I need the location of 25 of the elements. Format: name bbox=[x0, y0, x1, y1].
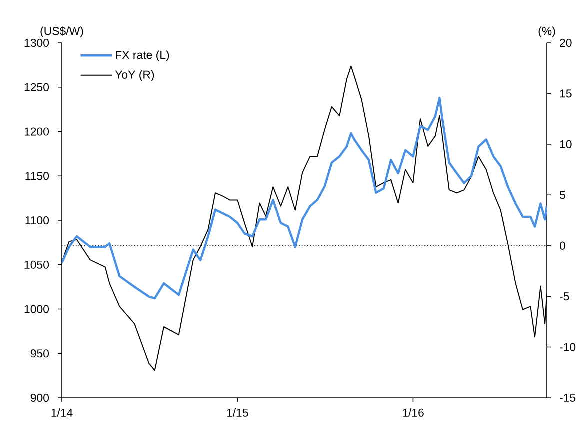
y-tick-label: 950 bbox=[30, 350, 50, 358]
legend-label: FX rate (L) bbox=[116, 50, 170, 62]
y2-tick-label: -5 bbox=[560, 292, 570, 301]
y2-tick-label: -10 bbox=[560, 343, 576, 352]
y2-tick-label: 5 bbox=[560, 191, 566, 200]
y2-tick-label: 15 bbox=[560, 90, 572, 98]
x-tick-label: 1/15 bbox=[227, 408, 248, 417]
x-tick-label: 1/14 bbox=[52, 408, 73, 417]
y-tick-label: 1200 bbox=[24, 128, 50, 136]
y2-tick-label: -15 bbox=[560, 394, 576, 402]
y-axis-title: (US$/W) bbox=[40, 26, 84, 38]
x-tick-label: 1/16 bbox=[402, 408, 424, 417]
y2-tick-label: 20 bbox=[560, 38, 572, 48]
line-series bbox=[62, 96, 548, 300]
y-tick-label: 1300 bbox=[24, 38, 50, 48]
y2-tick-label: 10 bbox=[560, 140, 572, 148]
y-tick-label: 1100 bbox=[26, 216, 50, 225]
y-tick-label: 1250 bbox=[24, 83, 50, 92]
y2-axis-title: (%) bbox=[538, 26, 556, 38]
y-tick-label: 900 bbox=[30, 394, 50, 402]
y-tick-label: 1050 bbox=[24, 260, 50, 269]
legend-label: YoY (R) bbox=[115, 70, 154, 82]
y-tick-label: 1150 bbox=[26, 172, 50, 180]
y2-tick-label: 0 bbox=[560, 242, 566, 250]
y-tick-label: 1000 bbox=[24, 305, 50, 314]
